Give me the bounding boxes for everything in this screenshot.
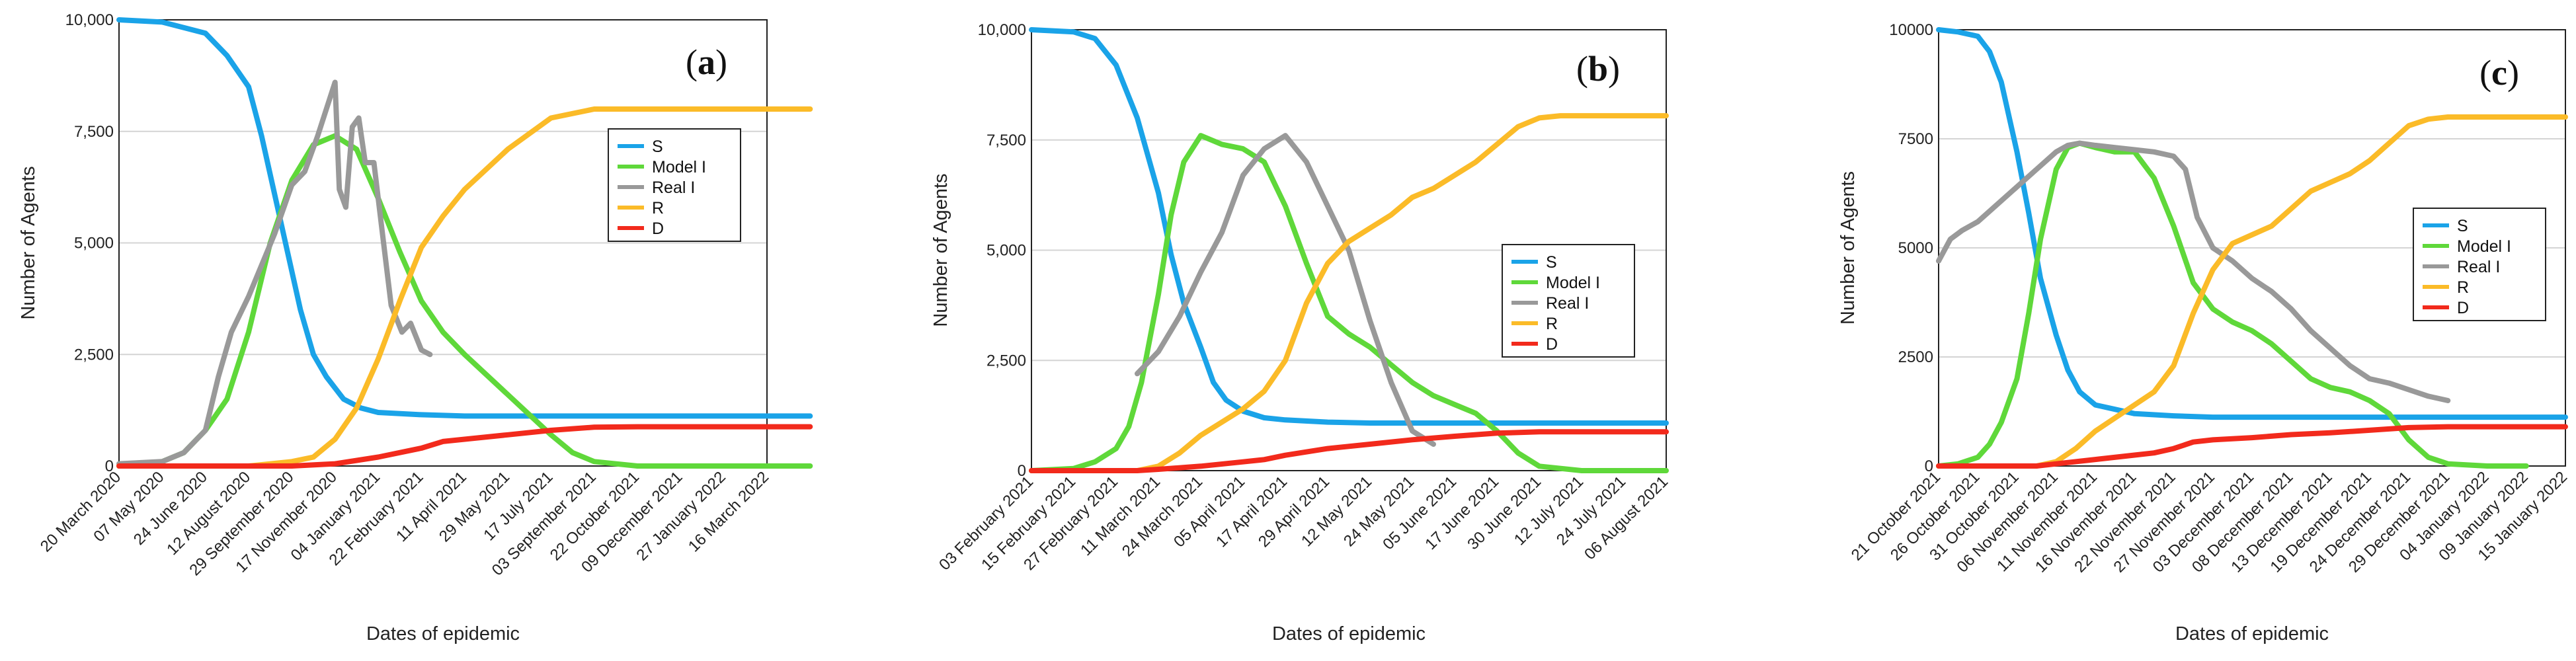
y-tick-label: 5,000 [74, 235, 114, 253]
legend-label: Model I [1546, 274, 1600, 292]
y-axis-title: Number of Agents [18, 166, 39, 319]
x-axis-title: Dates of epidemic [2175, 623, 2329, 644]
series-line-real-i [1936, 140, 2451, 403]
plot-frame [118, 19, 768, 467]
series-line-real-i [116, 79, 433, 467]
x-axis-title: Dates of epidemic [1272, 623, 1426, 644]
plot-frame [1938, 29, 2566, 467]
series-line-d [1936, 424, 2568, 469]
x-tick-label: 17 June 2021 [1422, 473, 1502, 553]
y-tick-label: 5,000 [986, 242, 1026, 260]
legend-label: R [1546, 315, 1558, 333]
x-axis-title: Dates of epidemic [366, 623, 520, 644]
x-tick-label: 05 June 2021 [1379, 473, 1460, 553]
y-tick-label: 7,500 [986, 132, 1026, 149]
y-axis-title: Number of Agents [1837, 171, 1859, 325]
legend: S Model I Real I RD [2413, 208, 2546, 321]
panel-label: (a) [686, 42, 727, 82]
legend-label: Real I [652, 178, 695, 197]
series-line-real-i [1135, 133, 1436, 447]
y-tick-label: 2500 [1898, 348, 1933, 366]
series-line-r [1936, 114, 2568, 469]
series-line-d [116, 424, 813, 469]
legend-label: S [1546, 253, 1557, 272]
legend-label: R [652, 199, 664, 217]
x-tick-label: 30 June 2021 [1464, 473, 1545, 553]
legend-label: Model I [652, 158, 706, 176]
y-tick-label: 10,000 [978, 21, 1026, 39]
legend: S Model I Real I RD [1502, 244, 1635, 358]
y-tick-label: 5000 [1898, 239, 1933, 257]
series-line-model-i [1936, 140, 2529, 469]
series-line-s [116, 17, 813, 419]
legend-label: D [2457, 299, 2469, 317]
legend-label: D [1546, 335, 1558, 354]
plot-frame [1031, 29, 1667, 471]
legend-label: Real I [1546, 294, 1589, 313]
legend-label: D [652, 219, 664, 238]
y-tick-label: 10000 [1889, 21, 1933, 39]
y-axis-title: Number of Agents [930, 173, 951, 327]
y-tick-label: 0 [105, 457, 114, 475]
y-tick-label: 2,500 [986, 352, 1026, 369]
legend-label: Real I [2457, 258, 2500, 276]
series-line-r [1029, 113, 1669, 473]
legend-label: S [652, 137, 663, 156]
legend-label: S [2457, 217, 2468, 235]
legend: S Model I Real I RD [608, 128, 741, 242]
panel-label: (c) [2479, 53, 2519, 93]
series-line-s [1936, 27, 2568, 420]
y-tick-label: 10,000 [65, 11, 114, 29]
legend-label: Model I [2457, 237, 2511, 256]
y-tick-label: 7500 [1898, 130, 1933, 148]
series-line-d [1029, 429, 1669, 473]
y-tick-label: 0 [1925, 457, 1933, 475]
series-line-model-i [1029, 133, 1669, 473]
y-tick-label: 2,500 [74, 346, 114, 364]
y-tick-label: 0 [1018, 462, 1026, 480]
y-tick-label: 7,500 [74, 123, 114, 141]
legend-label: R [2457, 278, 2469, 297]
series-line-s [1029, 27, 1669, 426]
panel-label: (b) [1576, 49, 1620, 89]
series-line-r [116, 106, 813, 469]
